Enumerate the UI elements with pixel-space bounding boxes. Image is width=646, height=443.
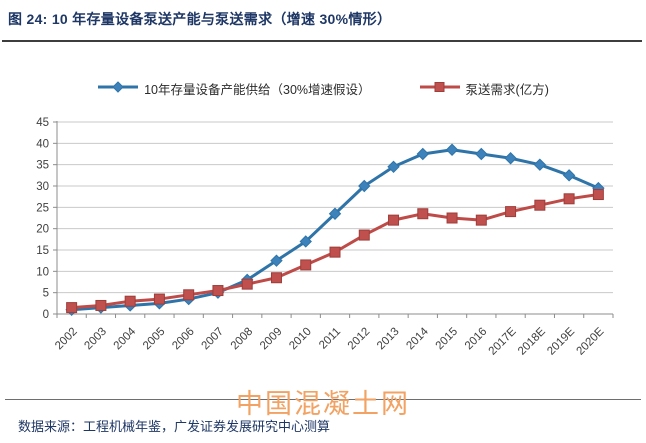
svg-text:10: 10 xyxy=(36,266,49,278)
svg-text:35: 35 xyxy=(36,160,49,172)
svg-text:2007: 2007 xyxy=(199,326,226,353)
svg-text:40: 40 xyxy=(36,138,49,150)
legend-item-supply: 10年存量设备产能供给（30%增速假设） xyxy=(97,79,371,98)
svg-text:2015: 2015 xyxy=(434,326,461,353)
svg-text:0: 0 xyxy=(43,309,49,321)
svg-text:25: 25 xyxy=(36,202,49,214)
demand-series xyxy=(66,189,604,314)
svg-text:2005: 2005 xyxy=(141,326,168,353)
svg-text:2004: 2004 xyxy=(112,325,139,352)
svg-text:20: 20 xyxy=(36,224,49,236)
svg-text:2002: 2002 xyxy=(53,326,80,353)
data-source-note: 数据来源：工程机械年鉴，广发证券发展研究中心测算 xyxy=(18,419,331,434)
svg-text:2003: 2003 xyxy=(82,326,109,353)
legend-label-demand: 泵送需求(亿方) xyxy=(465,83,549,97)
svg-text:30: 30 xyxy=(36,181,49,193)
chart-legend: 10年存量设备产能供给（30%增速假设） 泵送需求(亿方) xyxy=(0,79,646,98)
x-axis: 2002 2003 2004 2005 2006 2007 2008 2009 2010 2011… xyxy=(53,313,614,358)
svg-text:2017E: 2017E xyxy=(487,325,519,357)
svg-text:2011: 2011 xyxy=(317,326,343,352)
svg-text:2014: 2014 xyxy=(404,325,431,352)
blue-line-diamond-marker-icon xyxy=(97,80,139,98)
svg-text:2019E: 2019E xyxy=(545,325,577,357)
svg-text:2006: 2006 xyxy=(170,326,197,353)
watermark-divider xyxy=(5,399,641,400)
y-axis: 0 5 10 15 20 25 30 35 40 45 xyxy=(36,117,58,321)
red-line-square-marker-icon xyxy=(419,80,461,98)
svg-text:45: 45 xyxy=(36,117,49,129)
legend-label-supply: 10年存量设备产能供给（30%增速假设） xyxy=(144,83,371,97)
title-divider xyxy=(2,40,642,42)
watermark-text: 中国混凝土网 xyxy=(236,389,410,419)
svg-text:2018E: 2018E xyxy=(516,325,548,357)
svg-text:2012: 2012 xyxy=(346,326,373,353)
svg-text:15: 15 xyxy=(36,245,49,257)
svg-text:2010: 2010 xyxy=(287,326,314,353)
supply-series xyxy=(65,143,605,316)
svg-text:2020E: 2020E xyxy=(574,325,606,357)
figure-title: 图 24: 10 年存量设备泵送产能与泵送需求（增速 30%情形） xyxy=(8,11,392,27)
svg-text:2008: 2008 xyxy=(229,326,256,353)
svg-text:2013: 2013 xyxy=(375,326,402,353)
gridlines xyxy=(57,121,613,294)
legend-item-demand: 泵送需求(亿方) xyxy=(419,79,549,98)
svg-text:2009: 2009 xyxy=(258,326,285,353)
svg-text:2016: 2016 xyxy=(463,326,490,353)
svg-text:5: 5 xyxy=(43,288,49,300)
